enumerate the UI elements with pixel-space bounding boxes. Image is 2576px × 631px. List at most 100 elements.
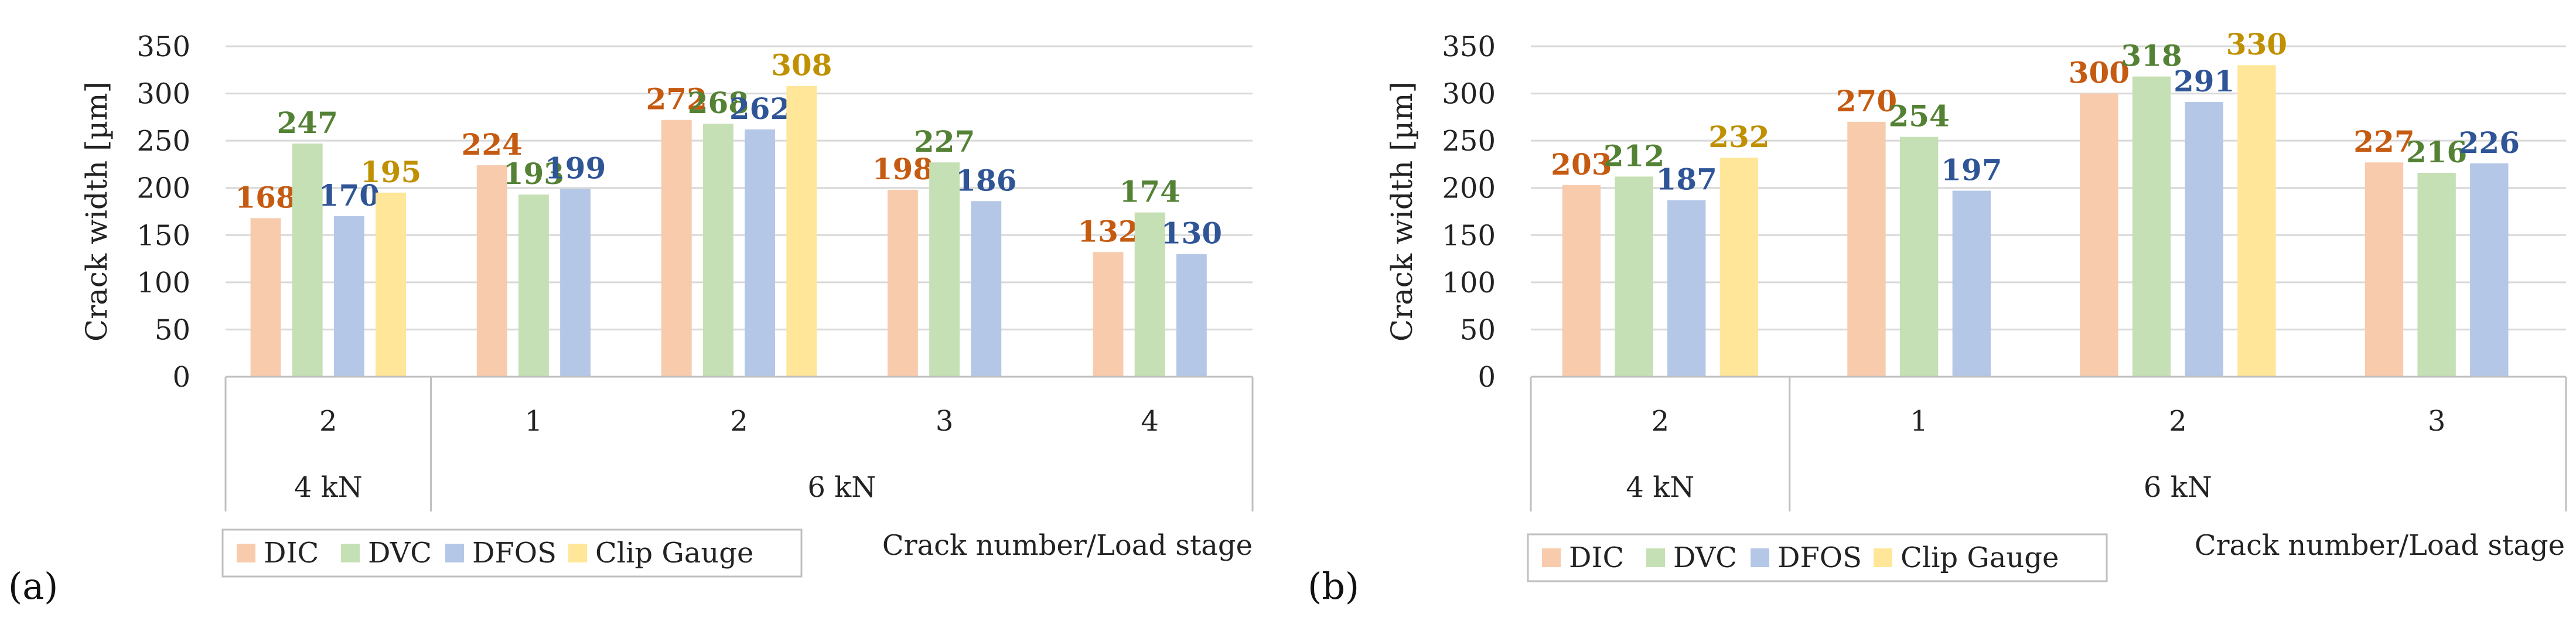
legend-label: DIC [1569,541,1624,574]
data-label: 170 [319,178,380,213]
data-label: 247 [277,105,338,140]
x-axis-title: Crack number/Load stage [882,529,1253,562]
panel-b-chart: 0 50 100 150 200 250 300 350 Crack width [µm] 203… [1308,27,2567,608]
data-label: 195 [360,155,421,189]
y-tick-label: 100 [1442,267,1496,299]
y-tick-label: 250 [1442,125,1496,158]
legend-label: DVC [1673,541,1737,574]
bar-clip-gauge [376,192,407,377]
data-label: 203 [1551,147,1612,182]
bar-dic [661,120,692,377]
bar-dvc [2417,172,2456,377]
data-label: 198 [872,152,933,186]
load-stage-label: 4 kN [1626,471,1694,504]
data-label: 232 [1708,120,1769,154]
y-axis-label: Crack width [µm] [80,81,114,342]
y-tick-label: 0 [1478,361,1496,394]
panel-label: (b) [1308,565,1359,608]
bar-dfos [745,129,776,377]
y-axis-label: Crack width [µm] [1385,81,1419,342]
data-label: 187 [1656,162,1717,197]
legend-label: DVC [368,537,432,569]
x-category-label: 3 [2428,405,2446,438]
legend-label: DFOS [472,537,557,569]
bar-dfos [2185,102,2223,377]
data-label: 216 [2406,135,2467,169]
legend-swatch-dvc [1646,548,1665,567]
bar-dfos [971,201,1002,377]
legend-box [221,528,803,578]
bar-clip-gauge [786,86,817,377]
data-label: 212 [1603,138,1664,173]
data-label: 272 [646,82,707,117]
legend-swatch-dic [237,544,255,562]
bar-dvc [2132,76,2171,377]
bar-dvc [702,124,733,377]
y-tick-label: 200 [137,172,190,205]
legend: DIC DVC DFOS Clip Gauge [1527,533,2108,582]
data-label: 130 [1161,216,1222,251]
y-tick-label: 350 [137,30,190,63]
bar-dvc [929,162,960,377]
data-label: 318 [2121,39,2182,73]
data-label: 226 [2459,125,2520,160]
x-category-label: 2 [730,405,748,438]
data-label: 132 [1077,214,1138,248]
x-category-label: 2 [2169,405,2187,438]
data-label: 168 [235,180,296,214]
y-tick-label: 200 [1442,172,1496,205]
y-tick-label: 0 [172,361,190,394]
data-label: 197 [1941,153,2002,187]
bar-dfos [333,216,364,377]
y-tick-label: 250 [137,125,190,158]
legend: DIC DVC DFOS Clip Gauge [221,528,803,578]
data-label: 291 [2174,64,2234,98]
load-stage-label: 6 kN [2144,471,2212,504]
bar-dic [887,189,918,377]
data-label: 227 [914,124,975,159]
bar-dvc [1134,212,1165,377]
bar-dvc [1899,137,1939,377]
data-label: 193 [503,156,564,191]
data-label: 270 [1836,84,1897,118]
bar-dic [476,165,507,377]
y-tick-label: 350 [1442,30,1496,63]
load-stage-label: 6 kN [807,471,876,504]
legend-label: Clip Gauge [595,537,753,569]
bar-dfos [560,189,591,377]
legend-swatch-dfos [1751,548,1769,567]
bar-dic [1562,185,1601,377]
legend-label: DIC [264,537,319,569]
panel-a-chart: 0 50 100 150 200 250 300 350 Crack width [µm] 168… [8,30,1254,608]
bar-clip-gauge [1719,158,1759,377]
legend-label: DFOS [1777,541,1862,574]
y-tick-label: 50 [1460,313,1496,346]
data-label: 227 [2353,124,2414,159]
bar-dvc [1615,176,1653,377]
y-tick-label: 50 [155,313,190,346]
data-label: 186 [956,163,1016,197]
bar-clip-gauge [2237,65,2276,377]
bar-dfos [1667,200,1706,377]
data-label: 224 [462,127,523,162]
y-tick-label: 300 [137,78,190,111]
bar-dvc [518,194,549,377]
bar-dfos [2470,163,2509,377]
data-label: 268 [688,86,749,120]
bar-dic [1093,252,1124,377]
x-category-label: 4 [1141,405,1159,438]
bar-dfos [1952,190,1991,377]
data-label: 262 [729,91,790,126]
x-category-label: 1 [525,405,543,438]
bar-dic [2365,162,2404,377]
data-label: 174 [1120,175,1180,209]
x-category-label: 3 [936,405,954,438]
data-label: 330 [2226,27,2287,62]
x-category-label: 1 [1910,405,1928,438]
legend-swatch-clip-gauge [1874,548,1892,567]
load-stage-label: 4 kN [294,471,363,504]
legend-swatch-dfos [445,544,464,562]
legend-swatch-dvc [341,544,360,562]
y-tick-label: 100 [137,267,190,299]
